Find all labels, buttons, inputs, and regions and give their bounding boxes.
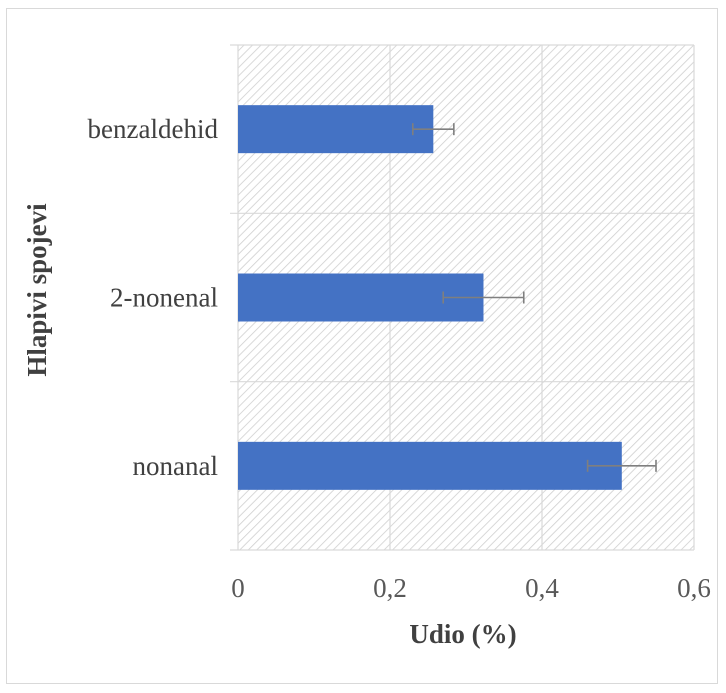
x-tick-label: 0,6 bbox=[677, 573, 711, 603]
bar-nonanal bbox=[238, 441, 622, 490]
x-axis-title: Udio (%) bbox=[409, 619, 516, 649]
bars bbox=[238, 105, 622, 490]
x-tick-label: 0,4 bbox=[525, 573, 559, 603]
category-labels: nonanal 2-nonenal benzaldehid bbox=[88, 114, 219, 481]
bar-benzaldehid bbox=[238, 105, 434, 154]
y-axis-title: Hlapivi spojevi bbox=[22, 203, 52, 377]
error-bars bbox=[411, 123, 657, 472]
category-label: benzaldehid bbox=[88, 114, 219, 144]
x-tick-labels: 0 0,2 0,4 0,6 bbox=[231, 573, 711, 603]
x-tick-label: 0 bbox=[231, 573, 245, 603]
error-bar-nonanal bbox=[586, 459, 657, 472]
error-bar-2-nonenal bbox=[442, 291, 525, 304]
category-label: 2-nonenal bbox=[110, 283, 218, 313]
error-bar-benzaldehid bbox=[411, 123, 455, 136]
x-tick-label: 0,2 bbox=[373, 573, 407, 603]
category-label: nonanal bbox=[133, 451, 218, 481]
